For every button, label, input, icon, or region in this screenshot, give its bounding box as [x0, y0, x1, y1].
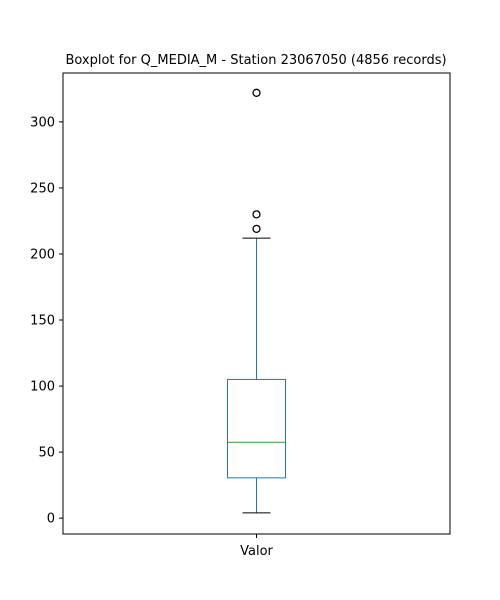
outlier-point — [252, 210, 261, 219]
plot-area — [227, 88, 286, 514]
iqr-box — [227, 378, 286, 479]
y-tick-label: 150 — [30, 314, 55, 329]
x-axis: Valor — [240, 534, 274, 559]
y-tick-label: 100 — [30, 380, 55, 395]
outlier-point — [252, 88, 261, 97]
y-tick-label: 300 — [30, 115, 55, 130]
x-tick-label: Valor — [240, 544, 273, 559]
y-tick-label: 0 — [47, 512, 55, 527]
chart-title: Boxplot for Q_MEDIA_M - Station 23067050… — [65, 53, 446, 68]
outlier-point — [252, 224, 261, 234]
y-tick-label: 200 — [30, 247, 55, 262]
y-tick-label: 250 — [30, 181, 55, 196]
y-tick-label: 50 — [38, 446, 55, 461]
y-axis: 0 50 100 150 200 250 300 — [30, 115, 63, 527]
